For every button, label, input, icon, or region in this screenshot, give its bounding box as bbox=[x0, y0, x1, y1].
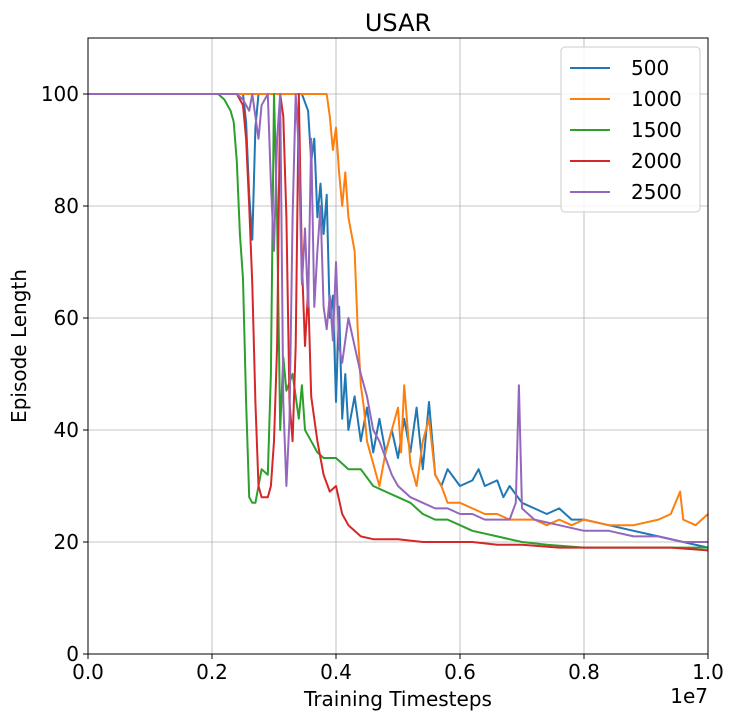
legend-label-500: 500 bbox=[631, 56, 669, 80]
y-tick-label: 40 bbox=[54, 418, 79, 442]
legend: 500 1000 1500 2000 2500 bbox=[560, 46, 701, 213]
x-tick-label: 0.2 bbox=[196, 660, 228, 684]
series-line-1000 bbox=[88, 93, 709, 527]
series-lines bbox=[88, 93, 709, 552]
x-axis-label: Training Timesteps bbox=[303, 687, 492, 711]
y-tick-label: 80 bbox=[54, 194, 79, 218]
legend-label-2000: 2000 bbox=[631, 149, 682, 173]
chart-title: USAR bbox=[365, 9, 431, 37]
series-line-2000 bbox=[88, 93, 709, 552]
series-line-1500 bbox=[88, 93, 708, 549]
legend-label-1000: 1000 bbox=[631, 87, 682, 111]
x-tick-label: 0.6 bbox=[444, 660, 476, 684]
plot-frame bbox=[87, 37, 709, 655]
series-line-2500 bbox=[88, 93, 708, 543]
legend-box bbox=[560, 46, 701, 213]
x-tick-label: 0.0 bbox=[72, 660, 104, 684]
x-axis-offset-label: 1e7 bbox=[670, 684, 708, 708]
x-tick-label: 1.0 bbox=[692, 660, 724, 684]
x-tick-label: 0.8 bbox=[568, 660, 600, 684]
y-tick-label: 20 bbox=[54, 530, 79, 554]
legend-label-1500: 1500 bbox=[631, 118, 682, 142]
y-tick-label: 60 bbox=[54, 306, 79, 330]
legend-label-2500: 2500 bbox=[631, 180, 682, 204]
y-tick-label: 0 bbox=[66, 642, 79, 666]
y-axis-ticks: 0 20 40 60 80 100 bbox=[41, 82, 88, 666]
y-axis-label: Episode Length bbox=[7, 269, 31, 423]
x-axis-ticks: 0.0 0.2 0.4 0.6 0.8 1.0 bbox=[72, 654, 724, 684]
y-tick-label: 100 bbox=[41, 82, 79, 106]
x-tick-label: 0.4 bbox=[320, 660, 352, 684]
